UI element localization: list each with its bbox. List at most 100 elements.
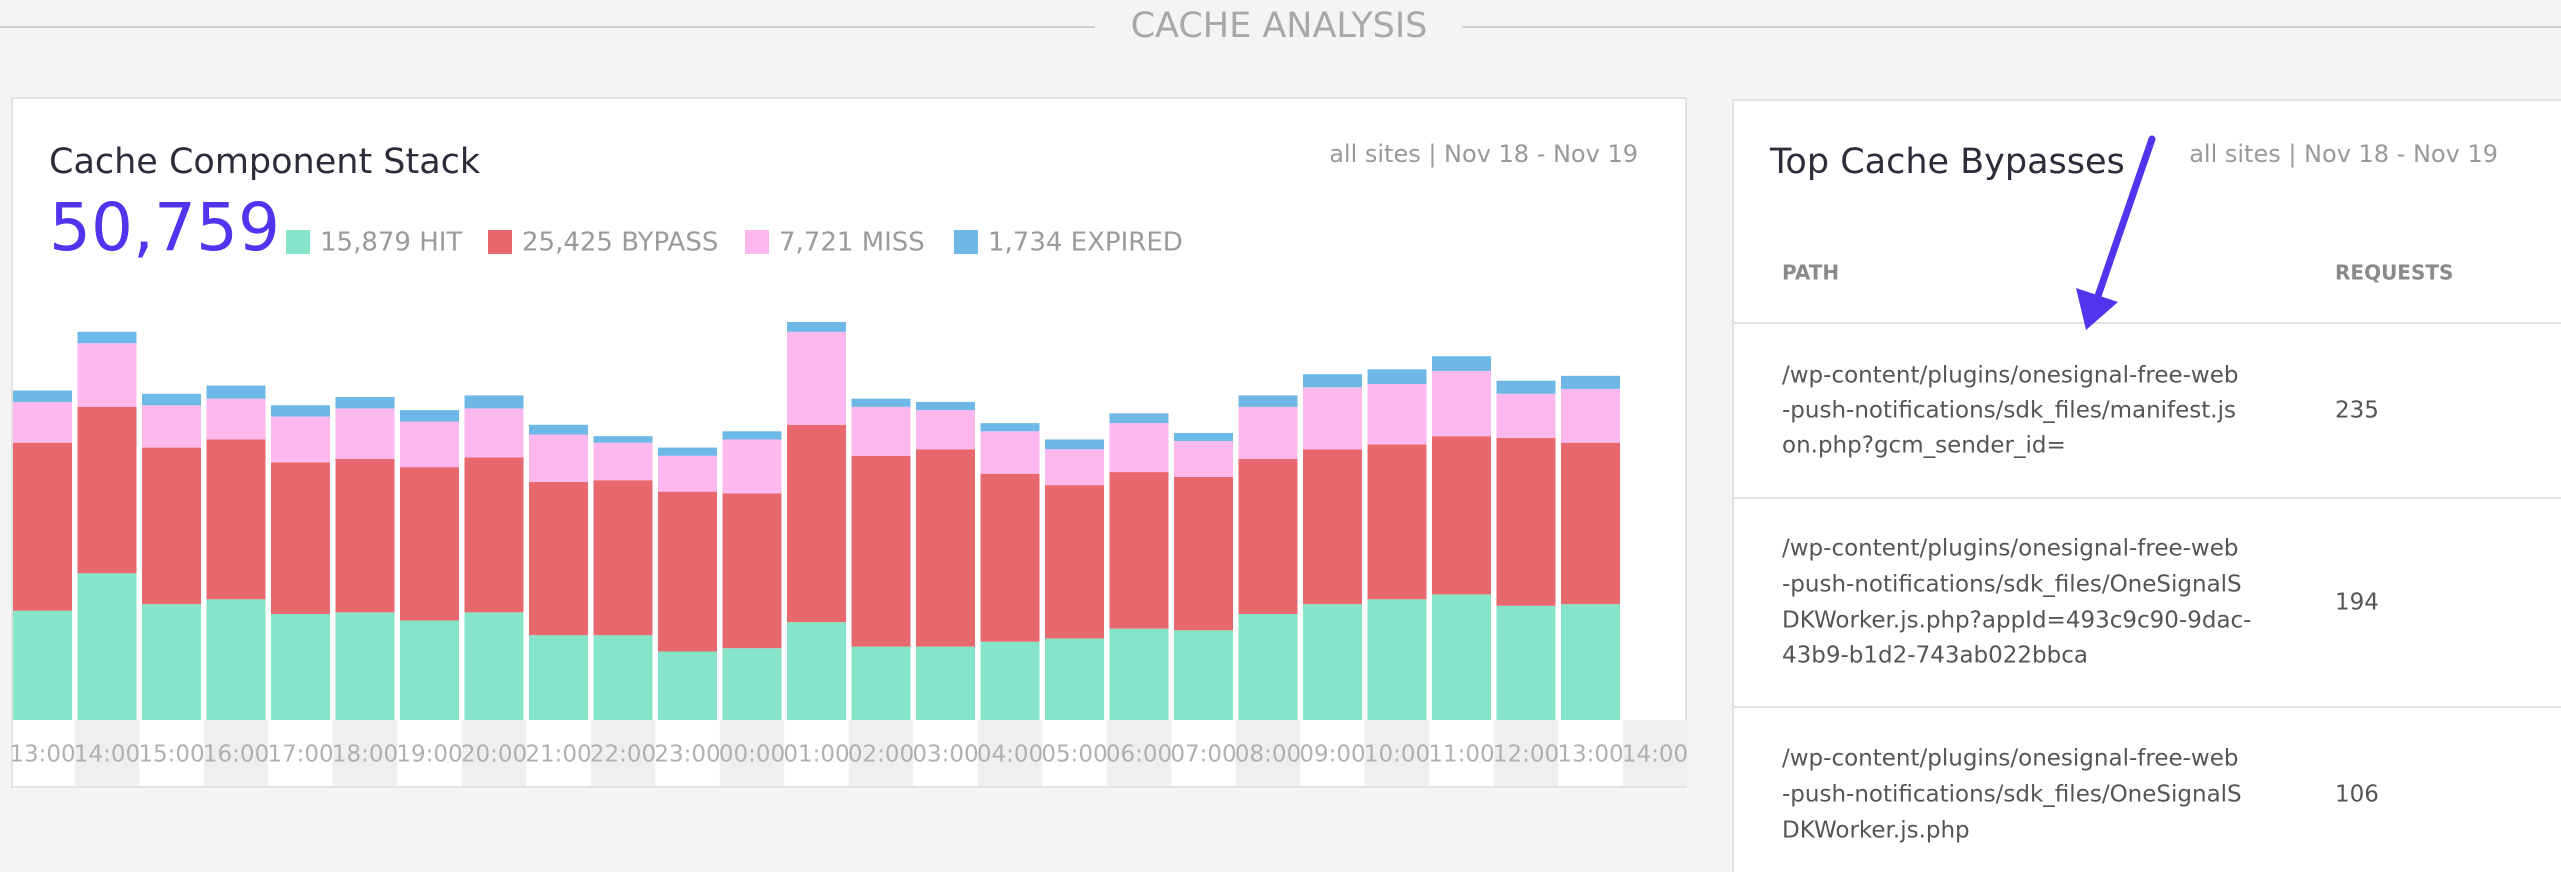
bar-segment	[851, 455, 911, 647]
bar-segment	[400, 467, 459, 621]
x-tick-label: 22:00	[590, 742, 656, 768]
x-tick-label: 10:00	[1364, 742, 1430, 768]
bar-segment	[722, 493, 782, 649]
x-tick-label: 05:00	[1041, 742, 1107, 768]
bar-segment	[77, 573, 137, 720]
x-tick-label: 07:00	[1170, 742, 1236, 768]
legend-label: 15,879 HIT	[320, 228, 462, 258]
x-tick-label: 15:00	[138, 742, 204, 768]
bar-segment	[787, 424, 846, 623]
path-text: -push-notifications/sdk_files/OneSignalS	[1782, 782, 2242, 808]
bar-segment	[400, 421, 459, 468]
x-tick-label: 00:00	[719, 742, 785, 768]
table-meta: all sites | Nov 18 - Nov 19	[2189, 140, 2498, 168]
axis-band	[461, 720, 527, 786]
bar-segment	[1109, 472, 1169, 629]
bar-segment	[787, 622, 846, 720]
bar-segment	[1238, 613, 1298, 720]
path-text: DKWorker.js.php?appId=493c9c90-9dac-	[1782, 608, 2251, 634]
x-tick-label: 14:00	[74, 742, 140, 768]
total-count: 50,759	[49, 189, 280, 266]
bar-segment	[464, 612, 524, 720]
path-text: /wp-content/plugins/onesignal-free-web	[1782, 536, 2238, 562]
bar-segment	[1303, 374, 1362, 388]
axis-band	[1106, 720, 1172, 786]
request-count: 106	[2335, 782, 2379, 808]
bar-segment	[271, 462, 330, 614]
bar-segment	[271, 405, 330, 417]
x-tick-label: 13:00	[1557, 742, 1623, 768]
legend-label: 7,721 MISS	[779, 228, 925, 258]
bar-segment	[722, 431, 782, 440]
bar-segment	[1303, 387, 1362, 450]
bar-segment	[1496, 393, 1556, 438]
bar-segment	[1045, 439, 1104, 450]
bar-segment	[593, 480, 653, 636]
legend-swatch	[745, 230, 769, 254]
legend-label: 1,734 EXPIRED	[988, 228, 1183, 258]
bar-segment	[464, 395, 524, 409]
axis-band	[1493, 720, 1559, 786]
bar-segment	[1432, 356, 1491, 371]
bar-segment	[529, 424, 588, 435]
bar-segment	[1238, 395, 1298, 407]
bar-segment	[13, 390, 72, 402]
bar-segment	[13, 442, 72, 611]
bar-segment	[658, 447, 717, 456]
legend-swatch	[954, 230, 978, 254]
x-tick-label: 14:00	[1622, 742, 1688, 768]
bar-segment	[787, 331, 846, 425]
bar-segment	[335, 408, 395, 460]
x-tick-label: 12:00	[1493, 742, 1559, 768]
x-tick-label: 11:00	[1428, 742, 1494, 768]
bar-segment	[1303, 604, 1362, 720]
bar-segment	[1174, 630, 1233, 720]
axis-band	[977, 720, 1043, 786]
axis-band	[1364, 720, 1430, 786]
bar-segment	[464, 408, 524, 458]
bar-segment	[916, 646, 975, 720]
bar-segment	[271, 416, 330, 463]
path-text: on.php?gcm_sender_id=	[1782, 433, 2066, 459]
bar-segment	[142, 447, 201, 605]
table-card	[1732, 99, 2561, 872]
legend-swatch	[286, 230, 310, 254]
bar-segment	[851, 646, 911, 720]
bar-segment	[1238, 459, 1298, 614]
axis-band	[848, 720, 914, 786]
bar-segment	[658, 491, 717, 652]
bar-segment	[1561, 442, 1620, 605]
bar-segment	[980, 423, 1040, 432]
bar-segment	[335, 612, 395, 720]
bar-segment	[271, 613, 330, 720]
bar-segment	[1432, 436, 1491, 595]
bar-segment	[400, 620, 459, 720]
legend-label: 25,425 BYPASS	[522, 228, 718, 258]
bar-segment	[1174, 432, 1233, 442]
bar-segment	[1367, 444, 1427, 600]
bar-segment	[1045, 485, 1104, 639]
x-tick-label: 01:00	[783, 742, 849, 768]
bar-segment	[77, 331, 137, 344]
bar-segment	[980, 473, 1040, 642]
x-tick-label: 03:00	[912, 742, 978, 768]
bar-segment	[1174, 476, 1233, 631]
path-text: /wp-content/plugins/onesignal-free-web	[1782, 746, 2238, 772]
legend-swatch	[488, 230, 512, 254]
bar-segment	[77, 343, 137, 407]
bar-segment	[1367, 599, 1427, 720]
bar-segment	[1109, 628, 1169, 720]
arrow-shaft	[2094, 135, 2156, 300]
table-title: Top Cache Bypasses	[1769, 142, 2125, 182]
bar-segment	[916, 449, 975, 647]
axis-band	[1622, 720, 1688, 786]
x-tick-label: 17:00	[267, 742, 333, 768]
column-header: PATH	[1782, 261, 1839, 285]
bar-segment	[1045, 638, 1104, 720]
axis-band	[203, 720, 269, 786]
bar-segment	[1496, 380, 1556, 394]
bar-segment	[142, 393, 201, 406]
bar-segment	[1303, 449, 1362, 605]
bar-segment	[916, 401, 975, 411]
bar-segment	[722, 648, 782, 720]
